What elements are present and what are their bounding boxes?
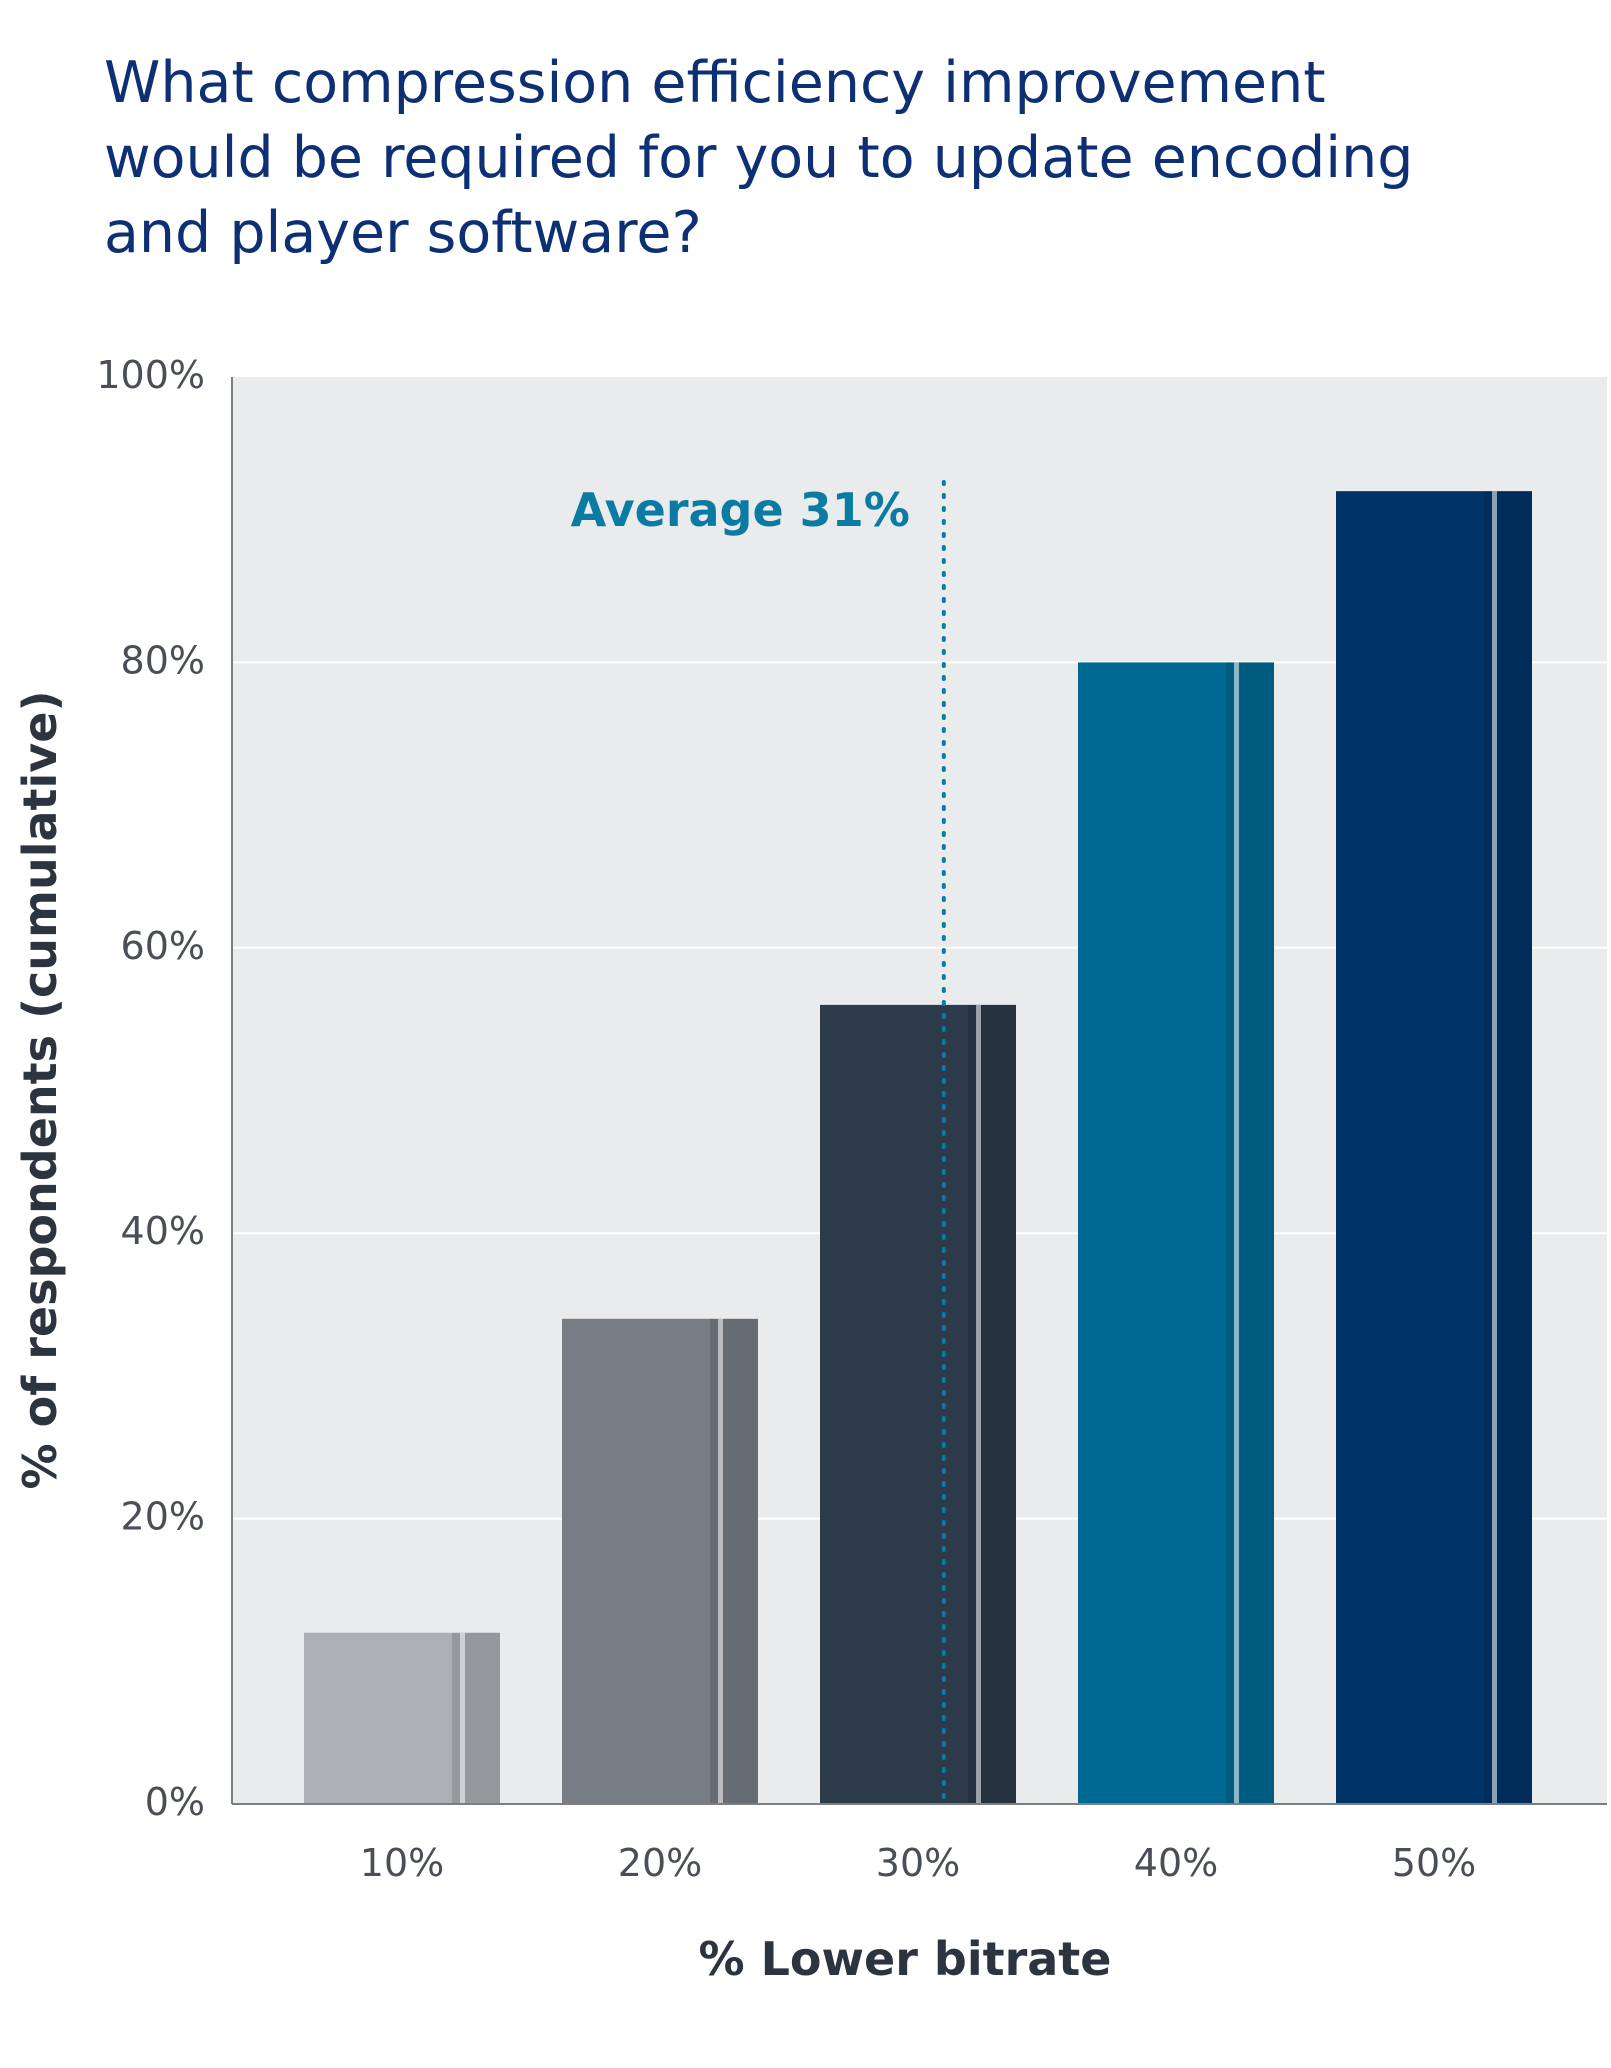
bar-highlight [1492, 491, 1497, 1804]
bar [304, 1632, 500, 1804]
chart-title: What compression efficiency improvement … [104, 46, 1544, 271]
bar-body [1336, 491, 1532, 1804]
bar [1336, 491, 1532, 1804]
x-tick-labels: 10% 20% 30% 40% 50% [360, 1841, 1476, 1885]
average-label: Average 31% [571, 483, 910, 537]
bars [304, 491, 1532, 1804]
x-tick-label: 20% [618, 1841, 702, 1885]
bar-shade [1226, 662, 1274, 1804]
x-tick-label: 50% [1392, 1841, 1476, 1885]
bar-shade [452, 1632, 500, 1804]
y-tick-label: 0% [145, 1780, 205, 1824]
bar-shade [1484, 491, 1532, 1804]
bar-shade [710, 1318, 758, 1804]
bar [820, 1004, 1016, 1804]
bar-highlight [1234, 662, 1239, 1804]
y-tick-label: 20% [121, 1495, 205, 1539]
chart-title-line-2: would be required for you to update enco… [104, 125, 1414, 191]
bar-body [820, 1004, 1016, 1804]
bar-highlight [976, 1004, 981, 1804]
bar-body [304, 1632, 500, 1804]
x-tick-label: 40% [1134, 1841, 1218, 1885]
x-tick-label: 10% [360, 1841, 444, 1885]
y-tick-labels: 0% 20% 40% 60% 80% 100% [96, 353, 205, 1824]
y-axis-label: % of respondents (cumulative) [13, 690, 67, 1489]
bar-body [562, 1318, 758, 1804]
chart-title-line-1: What compression efficiency improvement [104, 50, 1326, 116]
y-tick-label: 80% [121, 638, 205, 682]
bar [562, 1318, 758, 1804]
x-axis-label: % Lower bitrate [698, 1932, 1111, 1986]
bar-shade [968, 1004, 1016, 1804]
y-tick-label: 100% [96, 353, 205, 397]
y-tick-label: 60% [121, 924, 205, 968]
bar-highlight [460, 1632, 465, 1804]
bar-body [1078, 662, 1274, 1804]
bar [1078, 662, 1274, 1804]
y-tick-label: 40% [121, 1209, 205, 1253]
bar-highlight [718, 1318, 723, 1804]
chart-title-line-3: and player software? [104, 200, 702, 266]
x-tick-label: 30% [876, 1841, 960, 1885]
